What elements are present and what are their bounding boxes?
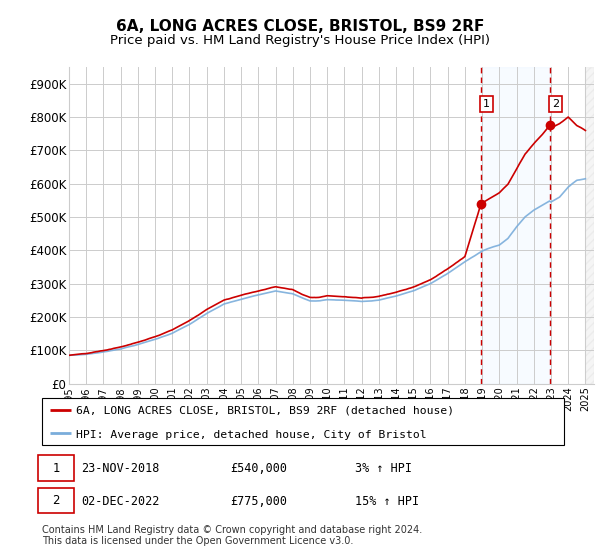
Text: 6A, LONG ACRES CLOSE, BRISTOL, BS9 2RF (detached house): 6A, LONG ACRES CLOSE, BRISTOL, BS9 2RF (… — [76, 406, 454, 416]
Text: HPI: Average price, detached house, City of Bristol: HPI: Average price, detached house, City… — [76, 430, 427, 440]
Text: Price paid vs. HM Land Registry's House Price Index (HPI): Price paid vs. HM Land Registry's House … — [110, 34, 490, 47]
Text: 1: 1 — [52, 461, 60, 475]
Text: £540,000: £540,000 — [230, 463, 287, 475]
Text: £775,000: £775,000 — [230, 494, 287, 507]
Text: Contains HM Land Registry data © Crown copyright and database right 2024.
This d: Contains HM Land Registry data © Crown c… — [42, 525, 422, 547]
Text: 23-NOV-2018: 23-NOV-2018 — [81, 463, 160, 475]
FancyBboxPatch shape — [38, 455, 74, 481]
Text: 02-DEC-2022: 02-DEC-2022 — [81, 494, 160, 507]
FancyBboxPatch shape — [38, 488, 74, 514]
Text: 2: 2 — [52, 494, 60, 507]
Text: 3% ↑ HPI: 3% ↑ HPI — [355, 463, 412, 475]
Text: 2: 2 — [552, 99, 559, 109]
Text: 6A, LONG ACRES CLOSE, BRISTOL, BS9 2RF: 6A, LONG ACRES CLOSE, BRISTOL, BS9 2RF — [116, 20, 484, 34]
Bar — [586, 67, 594, 384]
Text: 15% ↑ HPI: 15% ↑ HPI — [355, 494, 419, 507]
Bar — [481, 67, 550, 384]
Text: 1: 1 — [483, 99, 490, 109]
